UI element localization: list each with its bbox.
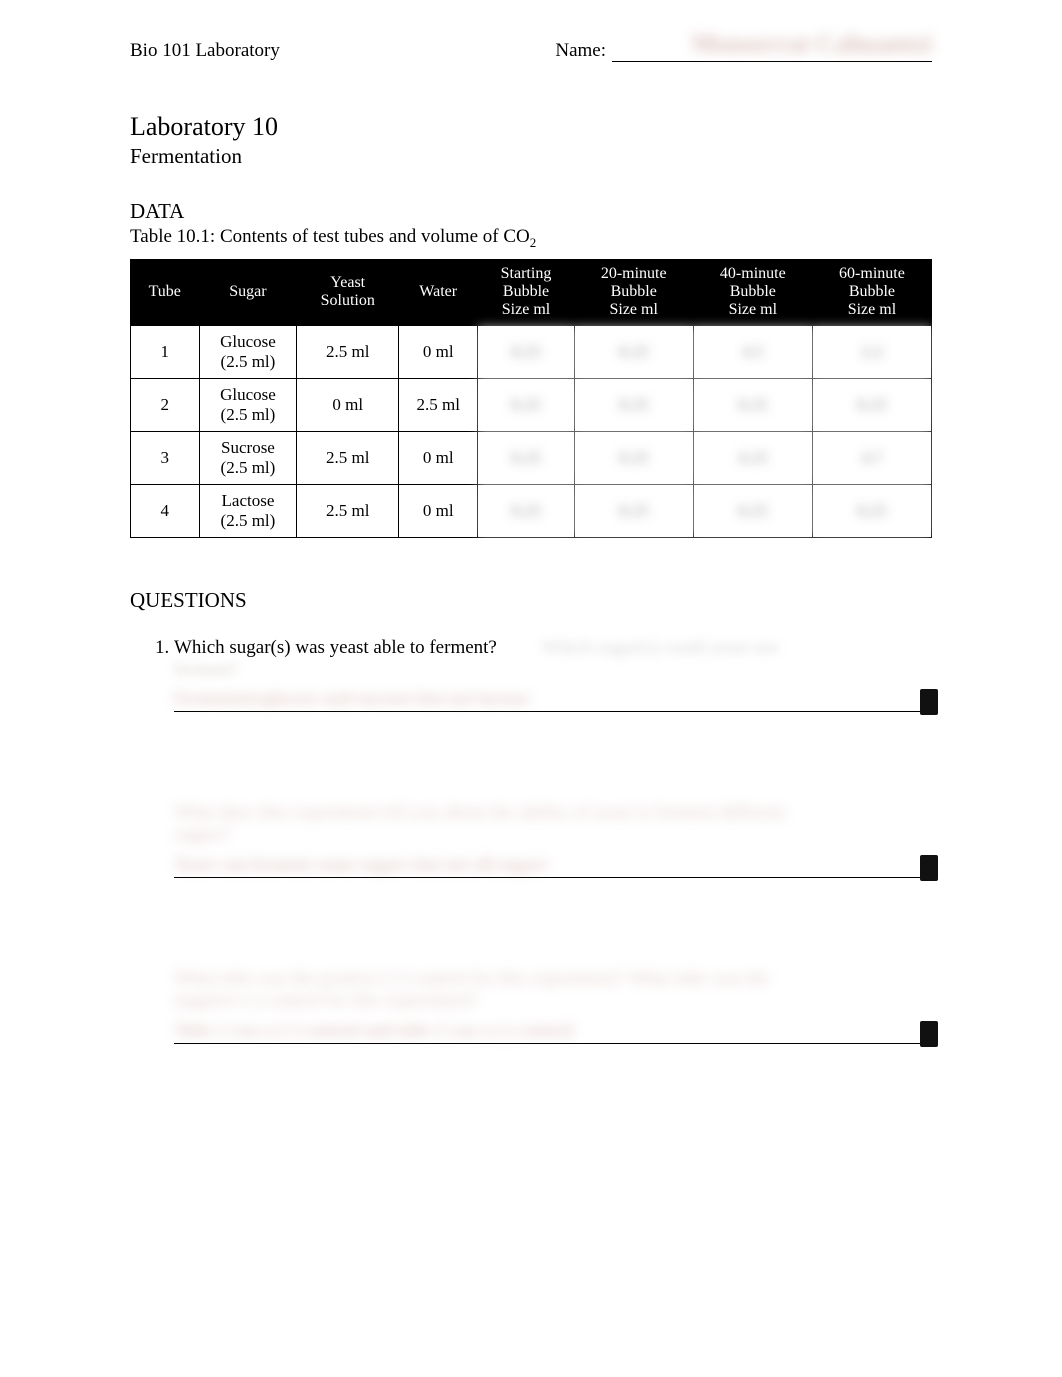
name-line: Monserrat Cahuantzi <box>612 61 932 62</box>
table-cell: 4.5 <box>693 325 812 378</box>
th-water: Water <box>399 259 478 326</box>
table-cell: 2.2 <box>812 325 931 378</box>
table-header-row: Tube Sugar YeastSolution Water StartingB… <box>131 259 932 326</box>
questions-heading: QUESTIONS <box>130 588 932 613</box>
table-cell: 1 <box>131 325 200 378</box>
q1-bar-icon <box>920 689 938 715</box>
question-3: What tube was the positive (+) control f… <box>174 968 932 1044</box>
q1-extra2: ferment? <box>174 659 932 680</box>
lab-subtitle: Fermentation <box>130 144 932 169</box>
th-40: 40-minuteBubbleSize ml <box>693 259 812 326</box>
th-yeast: YeastSolution <box>297 259 399 326</box>
table-cell: Lactose(2.5 ml) <box>199 484 297 537</box>
table-cell: 4.7 <box>812 431 931 484</box>
q2-text2: sugars? <box>174 824 932 846</box>
q2-bar-icon <box>920 855 938 881</box>
table-cell: 2.5 ml <box>399 378 478 431</box>
table-cell: 0.25 <box>478 325 574 378</box>
q1-answer: Fermented glucose and sucrose but not la… <box>174 688 530 708</box>
caption-sub: 2 <box>530 235 537 250</box>
questions-list: Which sugar(s) was yeast able to ferment… <box>130 637 932 1044</box>
q1-answer-line: Fermented glucose and sucrose but not la… <box>174 688 932 712</box>
q2-text: What does this experiment tell you about… <box>174 802 932 824</box>
question-2: What does this experiment tell you about… <box>174 802 932 878</box>
q2-answer: Yeast can ferment some sugars but not al… <box>174 854 548 874</box>
q3-answer-line: Tube 1 was a (+) control and tube 2 was … <box>174 1020 932 1044</box>
th-20: 20-minuteBubbleSize ml <box>574 259 693 326</box>
q3-text2: negative (-) control for this experiment… <box>174 990 932 1012</box>
table-cell: 0.25 <box>574 378 693 431</box>
table-cell: 4.25 <box>693 431 812 484</box>
q2-answer-line: Yeast can ferment some sugars but not al… <box>174 854 932 878</box>
name-section: Name: Monserrat Cahuantzi <box>555 40 932 62</box>
table-row: 2Glucose(2.5 ml)0 ml2.5 ml0.250.250.250.… <box>131 378 932 431</box>
table-cell: Sucrose(2.5 ml) <box>199 431 297 484</box>
table-cell: 0 ml <box>297 378 399 431</box>
table-cell: 0.25 <box>478 484 574 537</box>
q1-extra: Which sugar(s) could yeast not <box>542 637 778 658</box>
table-cell: 0 ml <box>399 431 478 484</box>
table-cell: 0.25 <box>574 484 693 537</box>
table-cell: 0.25 <box>812 484 931 537</box>
table-cell: Glucose(2.5 ml) <box>199 378 297 431</box>
data-heading: DATA <box>130 199 932 224</box>
table-row: 1Glucose(2.5 ml)2.5 ml0 ml0.250.254.52.2 <box>131 325 932 378</box>
table-cell: 4 <box>131 484 200 537</box>
table-cell: 0.25 <box>574 325 693 378</box>
q3-text: What tube was the positive (+) control f… <box>174 968 932 990</box>
data-table: Tube Sugar YeastSolution Water StartingB… <box>130 259 932 538</box>
th-60: 60-minuteBubbleSize ml <box>812 259 931 326</box>
table-cell: 0 ml <box>399 325 478 378</box>
table-cell: 2.5 ml <box>297 431 399 484</box>
student-name-blurred: Monserrat Cahuantzi <box>692 29 932 59</box>
table-cell: 0 ml <box>399 484 478 537</box>
table-cell: 2 <box>131 378 200 431</box>
table-cell: 2.5 ml <box>297 325 399 378</box>
th-tube: Tube <box>131 259 200 326</box>
table-cell: 0.25 <box>478 431 574 484</box>
table-cell: 2.5 ml <box>297 484 399 537</box>
table-cell: 0.25 <box>812 378 931 431</box>
question-1: Which sugar(s) was yeast able to ferment… <box>174 637 932 712</box>
table-cell: 3 <box>131 431 200 484</box>
caption-text: Table 10.1: Contents of test tubes and v… <box>130 226 530 247</box>
header-row: Bio 101 Laboratory Name: Monserrat Cahua… <box>130 40 932 62</box>
lab-title: Laboratory 10 <box>130 112 932 142</box>
table-cell: 0.25 <box>574 431 693 484</box>
table-cell: 0.25 <box>693 378 812 431</box>
table-cell: 0.25 <box>478 378 574 431</box>
q3-bar-icon <box>920 1021 938 1047</box>
q1-text: Which sugar(s) was yeast able to ferment… <box>174 637 497 658</box>
q3-answer: Tube 1 was a (+) control and tube 2 was … <box>174 1020 573 1040</box>
table-cell: Glucose(2.5 ml) <box>199 325 297 378</box>
table-row: 3Sucrose(2.5 ml)2.5 ml0 ml0.250.254.254.… <box>131 431 932 484</box>
table-caption: Table 10.1: Contents of test tubes and v… <box>130 226 932 251</box>
table-cell: 0.25 <box>693 484 812 537</box>
course-label: Bio 101 Laboratory <box>130 40 280 62</box>
th-start: StartingBubbleSize ml <box>478 259 574 326</box>
th-sugar: Sugar <box>199 259 297 326</box>
table-row: 4Lactose(2.5 ml)2.5 ml0 ml0.250.250.250.… <box>131 484 932 537</box>
name-label: Name: <box>555 40 606 62</box>
